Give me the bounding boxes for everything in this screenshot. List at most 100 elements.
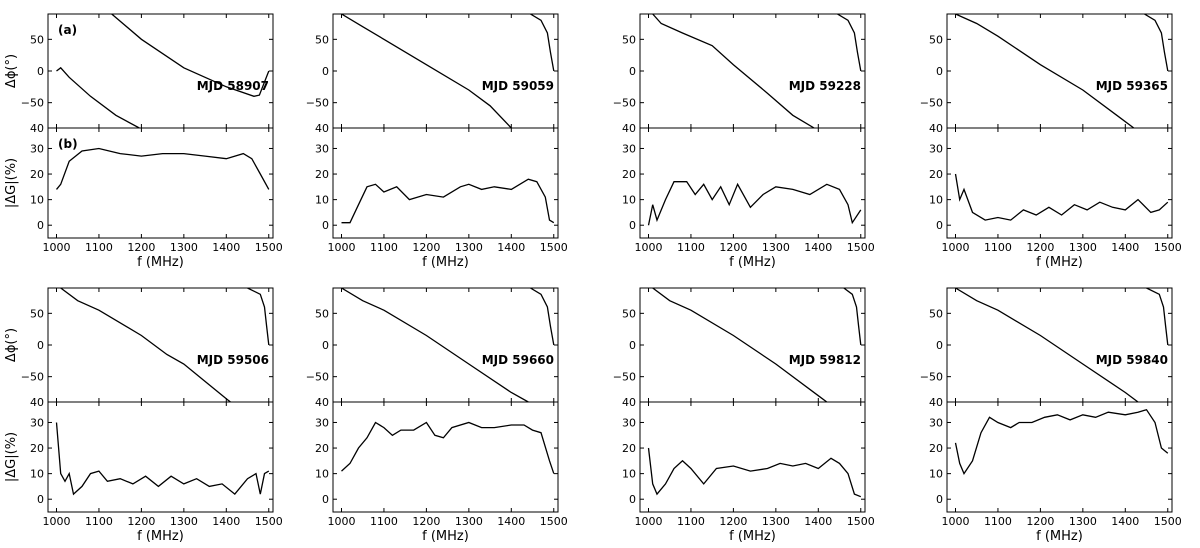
phase-y-tick-label: −50 <box>920 97 943 110</box>
phase-y-tick-label: 50 <box>622 307 636 320</box>
phase-line-2 <box>837 14 862 72</box>
gain-line <box>647 181 862 226</box>
gain-y-tick-label: 0 <box>936 219 943 232</box>
x-tick-label: 1400 <box>212 515 240 528</box>
x-tick-label: 1400 <box>804 241 832 254</box>
x-tick-label: 1300 <box>762 241 790 254</box>
phase-line-1 <box>56 66 140 128</box>
gain-y-tick-label: 10 <box>315 468 329 481</box>
x-tick-label: 1100 <box>984 515 1012 528</box>
phase-y-tick-label: 0 <box>322 339 329 352</box>
gain-series <box>55 422 270 496</box>
x-tick-label: 1200 <box>127 241 155 254</box>
x-tick-label: 1300 <box>455 241 483 254</box>
phase-y-tick-label: 50 <box>30 307 44 320</box>
gain-y-tick-label: 0 <box>322 219 329 232</box>
gain-line <box>55 422 270 496</box>
x-tick-label: 1400 <box>1111 515 1139 528</box>
gain-axes-frame <box>639 127 866 239</box>
subplot-mjd-58907: 50 0 −50 40 0 10 20 30 1000 1100 1200 1300 1400 1500 f… <box>4 13 283 270</box>
x-tick-label: 1300 <box>170 241 198 254</box>
x-axis-label: f (MHz) <box>1036 529 1083 544</box>
x-axis-label: f (MHz) <box>729 529 776 544</box>
x-tick-label: 1400 <box>1111 241 1139 254</box>
gain-y-tick-label: 20 <box>929 442 943 455</box>
phase-y-tick-label: 0 <box>37 65 44 78</box>
phase-series <box>341 288 555 402</box>
subplot-mjd-59660: 50 0 −50 40 0 10 20 30 1000 1100 1200 1300 1400 1500 f… <box>306 287 568 544</box>
phase-series <box>341 14 555 128</box>
gain-y-axis-label: |ΔG|(%) <box>4 158 19 208</box>
x-tick-label: 1400 <box>497 241 525 254</box>
gain-series <box>647 181 862 226</box>
panel-label-b: (b) <box>58 137 78 151</box>
gain-series <box>55 147 270 190</box>
x-axis-label: f (MHz) <box>137 255 184 270</box>
phase-y-axis-label: Δϕ(°) <box>4 328 19 362</box>
x-tick-label: 1200 <box>719 515 747 528</box>
phase-y-tick-label: −50 <box>306 97 329 110</box>
gain-series <box>341 178 555 224</box>
phase-y-tick-label: 40 <box>622 122 636 135</box>
phase-y-tick-label: −50 <box>920 371 943 384</box>
phase-y-tick-label: 40 <box>315 396 329 409</box>
epoch-label: MJD 59365 <box>1096 79 1168 93</box>
x-tick-label: 1500 <box>1154 241 1182 254</box>
phase-y-tick-label: 40 <box>30 396 44 409</box>
x-tick-label: 1100 <box>370 241 398 254</box>
subplot-mjd-59228: 50 0 −50 40 0 10 20 30 1000 1100 1200 1300 1400 1500 f… <box>613 13 875 270</box>
gain-series <box>954 173 1169 221</box>
phase-axes-frame <box>47 287 274 403</box>
x-tick-label: 1100 <box>984 241 1012 254</box>
phase-line-1 <box>341 288 529 402</box>
gain-y-tick-label: 30 <box>30 142 44 155</box>
gain-series <box>647 447 862 498</box>
gain-y-tick-label: 30 <box>929 416 943 429</box>
phase-y-tick-label: −50 <box>306 371 329 384</box>
gain-y-tick-label: 30 <box>622 142 636 155</box>
gain-line <box>954 408 1169 475</box>
subplot-mjd-59812: 50 0 −50 40 0 10 20 30 1000 1100 1200 1300 1400 1500 f… <box>613 287 875 544</box>
x-axis-label: f (MHz) <box>137 529 184 544</box>
x-tick-label: 1500 <box>540 515 568 528</box>
gain-y-tick-label: 10 <box>30 194 44 207</box>
x-tick-label: 1300 <box>1069 241 1097 254</box>
x-tick-label: 1400 <box>497 515 525 528</box>
gain-y-tick-label: 20 <box>30 442 44 455</box>
x-tick-label: 1300 <box>1069 515 1097 528</box>
phase-axes-frame <box>332 13 559 129</box>
x-tick-label: 1000 <box>941 241 969 254</box>
phase-line-1 <box>955 288 1139 402</box>
gain-axes-frame <box>332 127 559 239</box>
x-tick-label: 1000 <box>327 515 355 528</box>
phase-y-tick-label: 0 <box>936 65 943 78</box>
subplot-mjd-59840: 50 0 −50 40 0 10 20 30 1000 1100 1200 1300 1400 1500 f… <box>920 287 1182 544</box>
x-tick-label: 1200 <box>412 241 440 254</box>
gain-y-tick-label: 20 <box>315 168 329 181</box>
phase-axes-frame <box>946 13 1173 129</box>
gain-y-tick-label: 10 <box>929 468 943 481</box>
epoch-label: MJD 59660 <box>482 353 554 367</box>
phase-y-tick-label: 50 <box>30 33 44 46</box>
phase-line-2 <box>530 14 555 72</box>
phase-line-2 <box>530 288 555 346</box>
phase-y-tick-label: −50 <box>613 371 636 384</box>
gain-line <box>341 178 555 224</box>
gain-y-axis-label: |ΔG|(%) <box>4 432 19 482</box>
gain-y-tick-label: 30 <box>315 142 329 155</box>
x-tick-label: 1100 <box>677 241 705 254</box>
phase-axes-frame <box>639 287 866 403</box>
gain-y-tick-label: 0 <box>629 219 636 232</box>
epoch-label: MJD 59059 <box>482 79 554 93</box>
gain-y-tick-label: 30 <box>622 416 636 429</box>
gain-axes-frame <box>946 401 1173 513</box>
gain-series <box>954 408 1169 475</box>
phase-line-2 <box>1144 14 1169 72</box>
phase-y-tick-label: 50 <box>315 33 329 46</box>
phase-line-2 <box>1146 288 1169 346</box>
subplot-mjd-59365: 50 0 −50 40 0 10 20 30 1000 1100 1200 1300 1400 1500 f… <box>920 13 1182 270</box>
gain-y-tick-label: 0 <box>322 493 329 506</box>
gain-y-tick-label: 20 <box>622 442 636 455</box>
gain-y-tick-label: 0 <box>37 493 44 506</box>
phase-line-1 <box>60 288 231 402</box>
